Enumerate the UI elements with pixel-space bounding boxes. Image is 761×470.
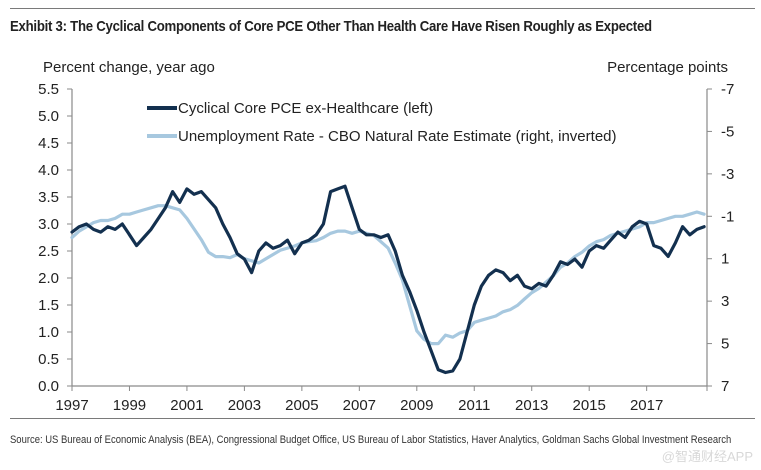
- series-line-unemployment-gap: [70, 204, 706, 346]
- right-tick-label: -5: [721, 123, 734, 140]
- axes: 0.0 0.5 1.0 1.5 2.0 2.5 3.0 3.5 4.0 4.5 5.0 5.5 -7 -5…: [38, 81, 734, 414]
- chart-title: Exhibit 3: The Cyclical Components of Co…: [10, 18, 652, 35]
- left-tick-label: 2.0: [38, 270, 59, 287]
- right-tick-label: -1: [721, 208, 734, 225]
- watermark: @智通财经APP: [661, 449, 753, 464]
- left-tick-label: 2.5: [38, 243, 59, 260]
- left-tick-label: 4.5: [38, 135, 59, 152]
- right-tick-label: -3: [721, 166, 734, 183]
- right-tick-label: 1: [721, 251, 729, 268]
- left-tick-label: 4.0: [38, 162, 59, 179]
- x-tick-label: 2013: [515, 397, 548, 414]
- x-tick-label: 2003: [228, 397, 261, 414]
- left-axis-title: Percent change, year ago: [43, 59, 215, 76]
- top-rule: [10, 8, 755, 9]
- left-tick-label: 5.0: [38, 108, 59, 125]
- right-tick-label: 7: [721, 378, 729, 395]
- left-tick-label: 1.5: [38, 297, 59, 314]
- bottom-rule: [10, 418, 755, 419]
- series-lines: [70, 184, 706, 375]
- x-tick-label: 2009: [400, 397, 433, 414]
- x-tick-label: 2005: [285, 397, 318, 414]
- x-tick-label: 2011: [458, 397, 490, 414]
- right-tick-label: 5: [721, 336, 729, 353]
- x-tick-label: 1997: [55, 397, 88, 414]
- series-line-core-pce: [70, 184, 706, 375]
- left-tick-label: 5.5: [38, 81, 59, 98]
- x-tick-label: 2001: [170, 397, 203, 414]
- right-axis-title: Percentage points: [607, 59, 728, 76]
- left-tick-label: 1.0: [38, 324, 59, 341]
- legend-label-unemployment: Unemployment Rate - CBO Natural Rate Est…: [178, 128, 617, 145]
- source-note: Source: US Bureau of Economic Analysis (…: [10, 434, 732, 446]
- x-tick-label: 2017: [630, 397, 663, 414]
- x-tick-label: 2007: [343, 397, 376, 414]
- left-tick-label: 0.0: [38, 378, 59, 395]
- left-tick-label: 3.0: [38, 216, 59, 233]
- x-tick-label: 2015: [573, 397, 606, 414]
- right-tick-label: 3: [721, 293, 729, 310]
- x-tick-label: 1999: [113, 397, 146, 414]
- left-tick-label: 0.5: [38, 351, 59, 368]
- legend-label-pce: Cyclical Core PCE ex-Healthcare (left): [178, 100, 433, 117]
- left-tick-label: 3.5: [38, 189, 59, 206]
- right-tick-label: -7: [721, 81, 734, 98]
- legend: Cyclical Core PCE ex-Healthcare (left) U…: [147, 100, 617, 145]
